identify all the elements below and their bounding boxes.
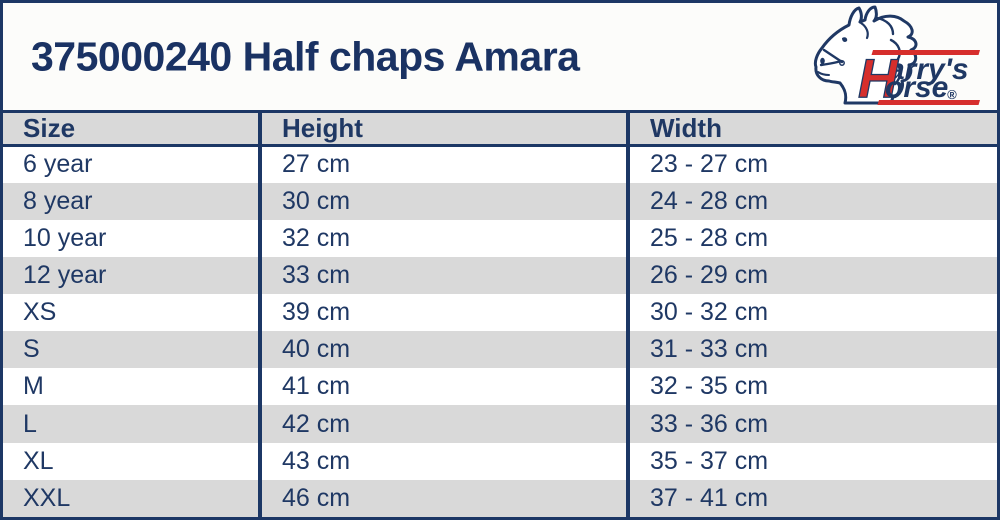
horse-head-icon: arry's H orse ® [813, 5, 980, 109]
logo-initial-h: H [858, 47, 899, 109]
width-cell: 33 - 36 cm [626, 405, 997, 443]
table-row-xs: XS 39 cm 30 - 32 cm [3, 294, 997, 332]
height-cell: 46 cm [258, 479, 628, 517]
height-cell: 40 cm [258, 331, 628, 369]
size-cell: M [3, 368, 260, 406]
size-cell: L [3, 405, 260, 443]
table-header-row: Size Height Width [3, 111, 997, 147]
height-cell: 27 cm [258, 145, 628, 183]
width-cell: 37 - 41 cm [626, 479, 997, 517]
logo-stripe-top [871, 50, 980, 55]
size-cell: 10 year [3, 219, 260, 257]
table-row-l: L 42 cm 33 - 36 cm [3, 405, 997, 443]
height-cell: 39 cm [258, 294, 628, 332]
width-cell: 31 - 33 cm [626, 331, 997, 369]
size-cell: 6 year [3, 145, 260, 183]
logo-word-arrys: arry's [888, 53, 969, 86]
harrys-horse-logo: arry's H orse ® [809, 3, 991, 109]
width-cell: 25 - 28 cm [626, 219, 997, 257]
height-cell: 42 cm [258, 405, 628, 443]
logo-word-orse: orse [885, 71, 948, 104]
table-row-8-year: 8 year 30 cm 24 - 28 cm [3, 182, 997, 220]
size-chart-table: Size Height Width 6 year 27 cm 23 - 27 c… [3, 110, 997, 517]
width-cell: 32 - 35 cm [626, 368, 997, 406]
width-cell: 24 - 28 cm [626, 182, 997, 220]
header: 375000240 Half chaps Amara [3, 3, 997, 110]
size-cell: 8 year [3, 182, 260, 220]
width-cell: 35 - 37 cm [626, 442, 997, 480]
size-cell: XS [3, 294, 260, 332]
column-header-height: Height [258, 111, 628, 147]
registered-trademark-symbol: ® [947, 87, 957, 102]
width-cell: 23 - 27 cm [626, 145, 997, 183]
table-row-m: M 41 cm 32 - 35 cm [3, 368, 997, 406]
table-row-xxl: XXL 46 cm 37 - 41 cm [3, 479, 997, 517]
table-row-10-year: 10 year 32 cm 25 - 28 cm [3, 219, 997, 257]
height-cell: 43 cm [258, 442, 628, 480]
size-cell: XXL [3, 479, 260, 517]
table-row-12-year: 12 year 33 cm 26 - 29 cm [3, 256, 997, 295]
width-cell: 26 - 29 cm [626, 256, 997, 295]
size-cell: 12 year [3, 256, 260, 295]
logo-stripe-bottom [877, 100, 980, 105]
table-row-6-year: 6 year 27 cm 23 - 27 cm [3, 145, 997, 183]
column-header-width: Width [626, 111, 997, 147]
table-row-xl: XL 43 cm 35 - 37 cm [3, 442, 997, 480]
height-cell: 33 cm [258, 256, 628, 295]
size-cell: XL [3, 442, 260, 480]
column-header-size: Size [3, 111, 260, 147]
height-cell: 30 cm [258, 182, 628, 220]
table-row-s: S 40 cm 31 - 33 cm [3, 331, 997, 369]
page-title: 375000240 Half chaps Amara [31, 33, 580, 79]
height-cell: 41 cm [258, 368, 628, 406]
width-cell: 30 - 32 cm [626, 294, 997, 332]
size-cell: S [3, 331, 260, 369]
height-cell: 32 cm [258, 219, 628, 257]
